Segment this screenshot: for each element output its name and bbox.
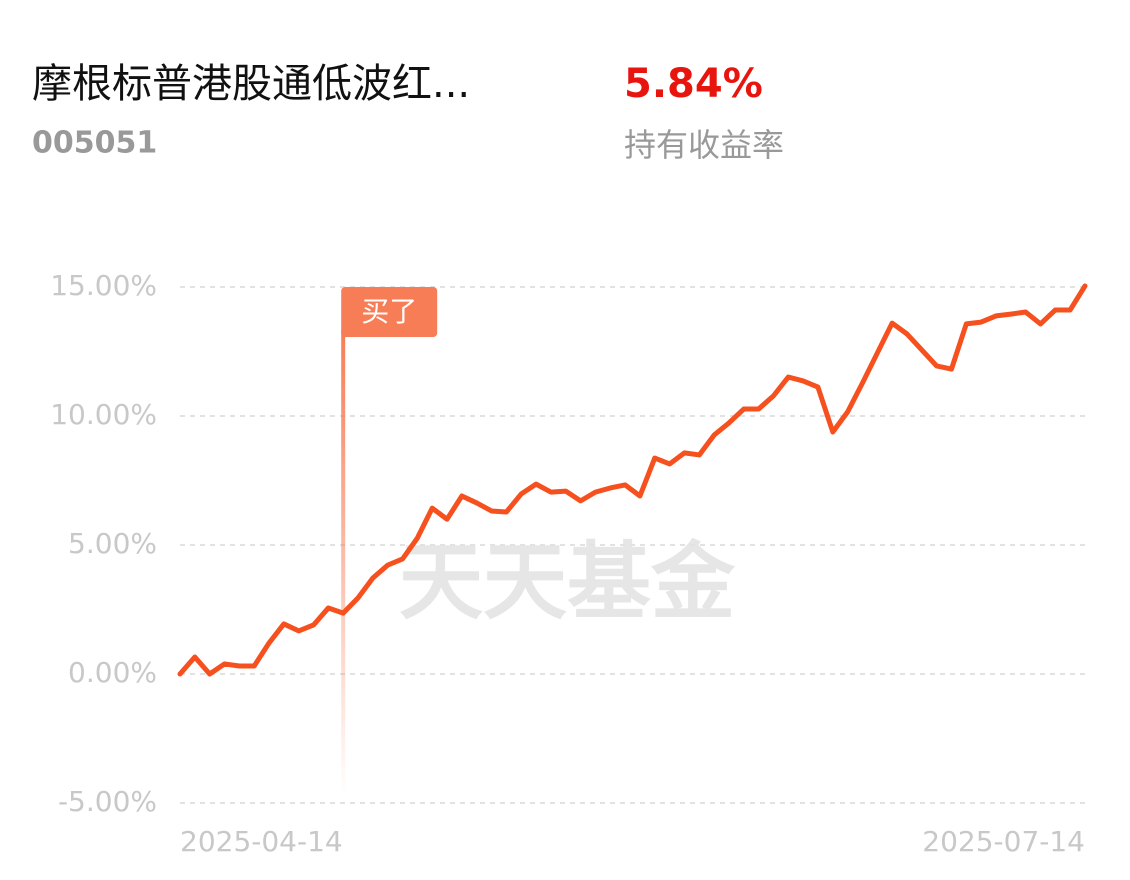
x-tick-label: 2025-04-14 [180, 825, 343, 858]
y-tick-label: 15.00% [50, 269, 157, 302]
buy-flag [341, 287, 438, 337]
fund-title: 摩根标普港股通低波红... [32, 61, 470, 107]
y-tick-label: 0.00% [68, 656, 157, 689]
return-value: 5.84% [624, 61, 763, 107]
x-tick-label: 2025-07-14 [922, 825, 1085, 858]
fund-code: 005051 [32, 126, 157, 161]
data-line [177, 283, 1088, 677]
buy-line [341, 330, 346, 795]
buy-label: 买了 [361, 295, 417, 328]
y-tick-label: 10.00% [50, 398, 157, 431]
watermark: 天天基金 [399, 533, 736, 631]
y-tick-label: 5.00% [68, 527, 157, 560]
y-tick-label: -5.00% [58, 785, 157, 818]
return-label: 持有收益率 [624, 126, 784, 164]
